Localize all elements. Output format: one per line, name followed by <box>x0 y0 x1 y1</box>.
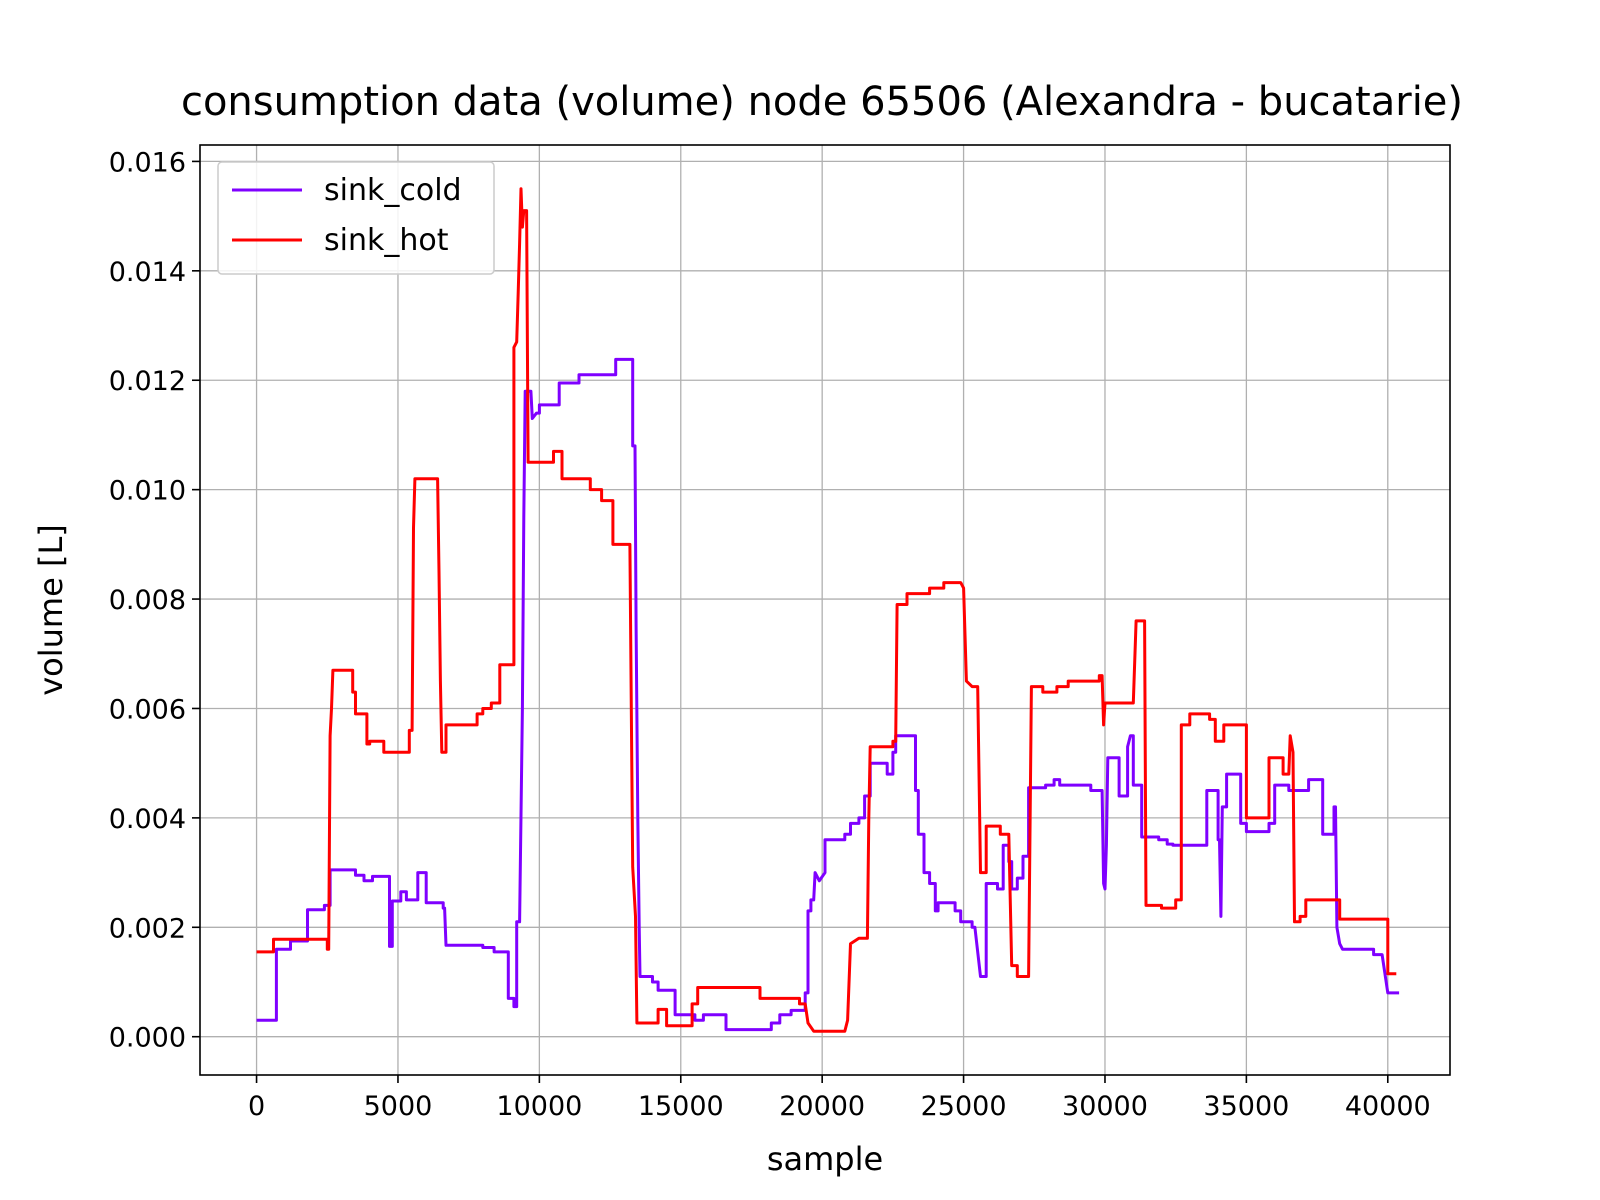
x-axis-label: sample <box>767 1140 883 1178</box>
y-tick-label: 0.004 <box>109 804 186 835</box>
y-tick-label: 0.002 <box>109 913 186 944</box>
legend-label-sink-cold: sink_cold <box>324 173 462 208</box>
y-tick-label: 0.008 <box>109 585 186 616</box>
plot-frame <box>199 144 1451 1076</box>
series-line-sink-cold <box>256 357 1400 1032</box>
grid <box>200 145 1450 1075</box>
y-tick-label: 0.014 <box>109 257 186 288</box>
y-tick-label: 0.000 <box>109 1023 186 1054</box>
x-tick-label: 30000 <box>1062 1091 1148 1122</box>
series-line-sink-hot <box>256 187 1397 1033</box>
x-tick-label: 40000 <box>1345 1091 1431 1122</box>
y-tick-label: 0.010 <box>109 476 186 507</box>
chart-title: consumption data (volume) node 65506 (Al… <box>181 79 1463 125</box>
x-tick-label: 35000 <box>1203 1091 1289 1122</box>
y-tick-label: 0.016 <box>109 147 186 178</box>
x-tick-label: 5000 <box>364 1091 433 1122</box>
y-axis-label: volume [L] <box>32 524 70 696</box>
x-tick-label: 15000 <box>638 1091 724 1122</box>
x-tick-label: 0 <box>248 1091 265 1122</box>
x-tick-label: 20000 <box>779 1091 865 1122</box>
ticks: 0 5000 10000 15000 20000 25000 30000 35000 40000… <box>109 147 1431 1122</box>
y-tick-label: 0.006 <box>109 694 186 725</box>
x-tick-label: 25000 <box>921 1091 1007 1122</box>
legend-label-sink-hot: sink_hot <box>324 223 449 258</box>
y-tick-label: 0.012 <box>109 366 186 397</box>
legend: sink_cold sink_hot <box>217 161 495 275</box>
series-layer <box>256 187 1400 1033</box>
x-tick-label: 10000 <box>496 1091 582 1122</box>
